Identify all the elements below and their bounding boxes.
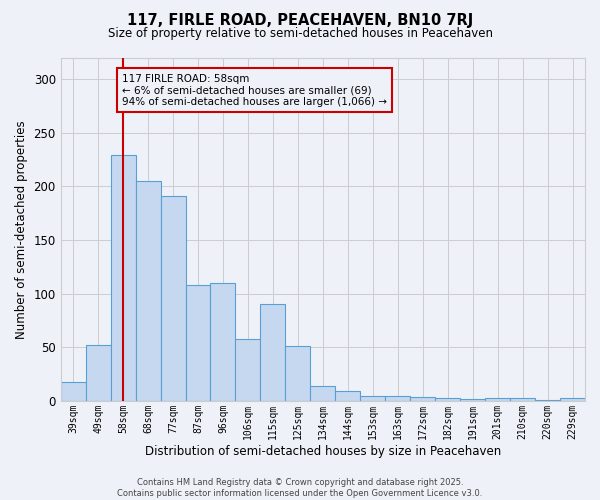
Y-axis label: Number of semi-detached properties: Number of semi-detached properties xyxy=(15,120,28,338)
Bar xyxy=(335,392,360,401)
Bar xyxy=(410,396,435,401)
Bar xyxy=(136,181,161,401)
Bar xyxy=(535,400,560,401)
Bar xyxy=(61,382,86,401)
Bar xyxy=(286,346,310,401)
Text: Size of property relative to semi-detached houses in Peacehaven: Size of property relative to semi-detach… xyxy=(107,28,493,40)
Bar xyxy=(110,155,136,401)
Bar xyxy=(460,399,485,401)
X-axis label: Distribution of semi-detached houses by size in Peacehaven: Distribution of semi-detached houses by … xyxy=(145,444,501,458)
Bar xyxy=(385,396,410,401)
Bar xyxy=(560,398,585,401)
Bar xyxy=(260,304,286,401)
Bar xyxy=(435,398,460,401)
Bar xyxy=(86,345,110,401)
Text: Contains HM Land Registry data © Crown copyright and database right 2025.
Contai: Contains HM Land Registry data © Crown c… xyxy=(118,478,482,498)
Text: 117, FIRLE ROAD, PEACEHAVEN, BN10 7RJ: 117, FIRLE ROAD, PEACEHAVEN, BN10 7RJ xyxy=(127,12,473,28)
Bar xyxy=(235,338,260,401)
Bar xyxy=(185,285,211,401)
Bar xyxy=(161,196,185,401)
Bar xyxy=(310,386,335,401)
Bar xyxy=(211,283,235,401)
Bar xyxy=(510,398,535,401)
Bar xyxy=(360,396,385,401)
Text: 117 FIRLE ROAD: 58sqm
← 6% of semi-detached houses are smaller (69)
94% of semi-: 117 FIRLE ROAD: 58sqm ← 6% of semi-detac… xyxy=(122,74,387,107)
Bar xyxy=(485,398,510,401)
